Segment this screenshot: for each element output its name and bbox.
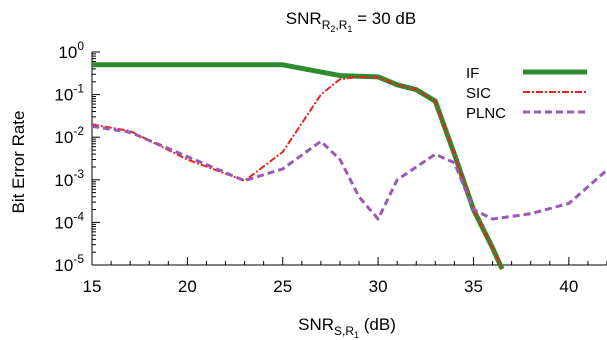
- y-tick-label: 10-1: [54, 82, 84, 105]
- x-axis-label: SNRS,R1 (dB): [298, 315, 396, 340]
- series-lines: [91, 62, 607, 271]
- legend-label-sic: SIC: [466, 85, 491, 102]
- y-tick-label: 10-4: [54, 209, 84, 232]
- y-axis-label: Bit Error Rate: [9, 111, 28, 214]
- legend-label-plnc: PLNC: [466, 105, 506, 122]
- x-tick-label: 25: [273, 277, 292, 296]
- series-line-sic: [91, 75, 504, 270]
- series-line-if: [92, 62, 505, 271]
- x-tick-label: 40: [559, 277, 578, 296]
- y-tick-label: 10-2: [54, 124, 84, 147]
- y-axis-ticks: 100 10-1 10-2 10-3 10-4 10-5: [54, 39, 100, 275]
- x-tick-label: 35: [464, 277, 483, 296]
- legend-label-if: IF: [466, 65, 479, 82]
- plot-frame: [91, 52, 607, 266]
- series-line-plnc: [91, 124, 607, 221]
- y-tick-label: 10-5: [54, 252, 84, 275]
- y-tick-label: 10-3: [54, 167, 84, 190]
- chart-title: SNRR2,R1 = 30 dB: [286, 9, 416, 34]
- x-tick-label: 20: [178, 277, 197, 296]
- legend: IF SIC PLNC: [466, 65, 587, 122]
- y-tick-label: 100: [58, 39, 84, 62]
- x-tick-label: 30: [369, 277, 388, 296]
- x-axis-ticks: 15 20 25 30 35 40: [83, 257, 607, 296]
- x-tick-label: 15: [83, 277, 102, 296]
